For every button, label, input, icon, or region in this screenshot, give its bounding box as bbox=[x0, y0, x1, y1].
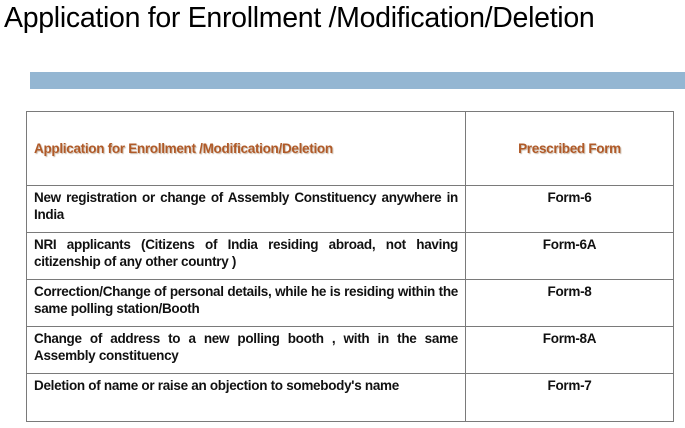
row-form: Form-6 bbox=[465, 185, 674, 233]
row-form: Form-8 bbox=[465, 279, 674, 327]
table-row: NRI applicants (Citizens of India residi… bbox=[26, 232, 674, 280]
forms-table: Application for Enrollment /Modification… bbox=[26, 111, 674, 422]
table-row: Deletion of name or raise an objection t… bbox=[26, 373, 674, 422]
row-description: Change of address to a new polling booth… bbox=[26, 326, 466, 374]
table-row: Correction/Change of personal details, w… bbox=[26, 279, 674, 327]
header-prescribed-form: Prescribed Form bbox=[465, 111, 674, 186]
table-row: New registration or change of Assembly C… bbox=[26, 185, 674, 233]
header-application: Application for Enrollment /Modification… bbox=[26, 111, 466, 186]
row-form: Form-7 bbox=[465, 373, 674, 422]
table-row: Change of address to a new polling booth… bbox=[26, 326, 674, 374]
page-title: Application for Enrollment /Modification… bbox=[4, 2, 595, 34]
row-description: Correction/Change of personal details, w… bbox=[26, 279, 466, 327]
row-description: Deletion of name or raise an objection t… bbox=[26, 373, 466, 422]
row-description: NRI applicants (Citizens of India residi… bbox=[26, 232, 466, 280]
row-form: Form-8A bbox=[465, 326, 674, 374]
table-header-row: Application for Enrollment /Modification… bbox=[26, 111, 674, 186]
row-description: New registration or change of Assembly C… bbox=[26, 185, 466, 233]
decorative-bar bbox=[30, 72, 685, 89]
row-form: Form-6A bbox=[465, 232, 674, 280]
